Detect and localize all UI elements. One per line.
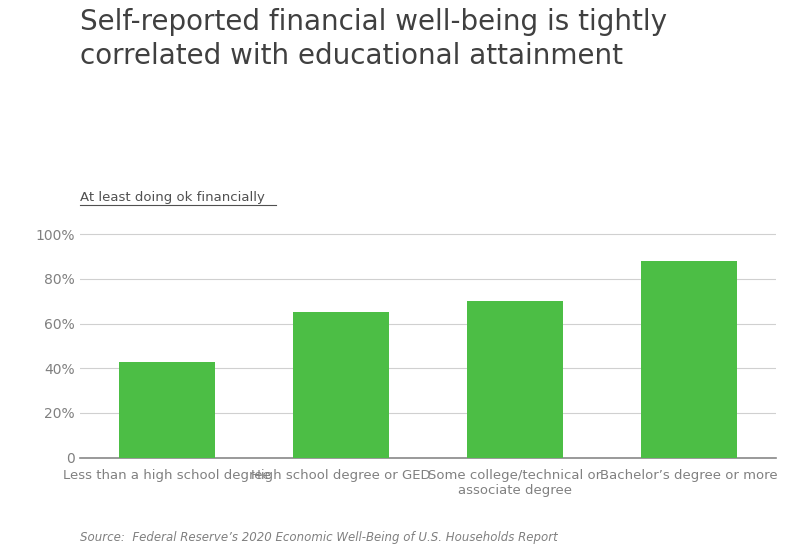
Bar: [119, 362, 215, 458]
Bar: [293, 312, 389, 458]
Bar: [467, 301, 563, 458]
Text: At least doing ok financially: At least doing ok financially: [80, 191, 265, 204]
Text: Self-reported financial well-being is tightly
correlated with educational attain: Self-reported financial well-being is ti…: [80, 8, 667, 70]
Text: Source:  Federal Reserve’s 2020 Economic Well-Being of U.S. Households Report: Source: Federal Reserve’s 2020 Economic …: [80, 531, 558, 544]
Bar: [641, 261, 737, 458]
